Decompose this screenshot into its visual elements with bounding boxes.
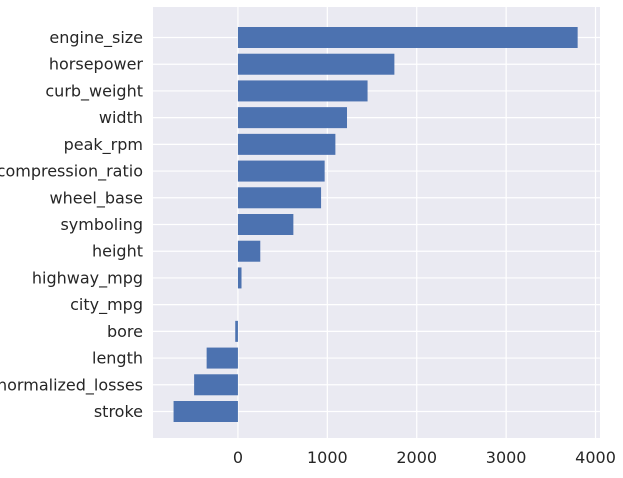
x-tick-label: 2000 (396, 448, 437, 467)
x-tick-labels: 0 1000 2000 3000 4000 (233, 448, 616, 467)
x-tick-label: 4000 (575, 448, 616, 467)
bar-engine-size (237, 27, 578, 48)
y-tick-label-peak-rpm: peak_rpm (64, 135, 143, 155)
y-tick-label-symboling: symboling (60, 215, 143, 234)
y-tick-label-compression-ratio: compression_ratio (0, 162, 143, 182)
y-tick-label-height: height (92, 242, 143, 261)
bar-width (237, 107, 347, 129)
y-tick-label-normalized-losses: normalized_losses (0, 375, 143, 395)
y-tick-label-length: length (92, 349, 143, 368)
bar-height (237, 240, 261, 262)
bar-compression-ratio (237, 160, 325, 182)
y-tick-label-stroke: stroke (94, 402, 143, 421)
bar-stroke (173, 401, 238, 422)
bar-horsepower (237, 53, 395, 75)
y-tick-label-city-mpg: city_mpg (70, 295, 143, 315)
bars (173, 27, 578, 422)
bar-length (206, 347, 238, 369)
y-tick-label-highway-mpg: highway_mpg (32, 268, 143, 288)
x-tick-label: 0 (233, 448, 243, 467)
y-tick-label-engine-size: engine_size (49, 28, 143, 48)
y-tick-label-bore: bore (107, 322, 143, 341)
x-tick-label: 3000 (486, 448, 527, 467)
bar-peak-rpm (237, 133, 336, 155)
bar-highway-mpg (237, 267, 242, 289)
y-tick-label-horsepower: horsepower (49, 55, 144, 74)
x-tick-label: 1000 (307, 448, 348, 467)
grid-lines (153, 7, 600, 438)
bar-symboling (237, 214, 294, 235)
bar-bore (235, 320, 238, 342)
y-tick-label-curb-weight: curb_weight (45, 81, 143, 101)
bar-curb-weight (237, 80, 368, 102)
bar-normalized-losses (194, 374, 238, 396)
y-tick-label-wheel-base: wheel_base (50, 188, 144, 208)
y-tick-label-width: width (99, 108, 143, 127)
bar-wheel-base (237, 187, 322, 209)
